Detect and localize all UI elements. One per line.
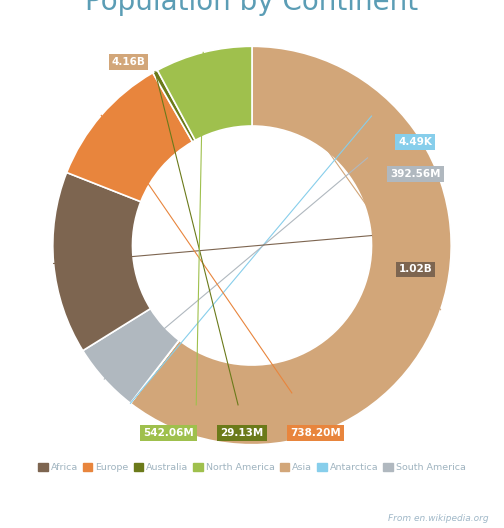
Text: 29.13M: 29.13M [220,428,264,438]
Text: 738.20M: 738.20M [290,428,341,438]
Wedge shape [67,73,193,202]
Title: Population by Continent: Population by Continent [86,0,418,16]
Wedge shape [83,308,179,403]
Wedge shape [131,46,451,445]
Text: 392.56M: 392.56M [390,169,440,179]
Wedge shape [153,70,195,142]
Text: From en.wikipedia.org: From en.wikipedia.org [388,514,489,523]
Text: 4.16B: 4.16B [111,57,146,67]
Legend: Africa, Europe, Australia, North America, Asia, Antarctica, South America: Africa, Europe, Australia, North America… [34,459,470,476]
Wedge shape [157,46,252,140]
Text: 1.02B: 1.02B [399,265,432,275]
Text: 542.06M: 542.06M [143,428,194,438]
Wedge shape [53,173,151,351]
Text: 4.49K: 4.49K [398,137,432,147]
Wedge shape [131,340,179,403]
